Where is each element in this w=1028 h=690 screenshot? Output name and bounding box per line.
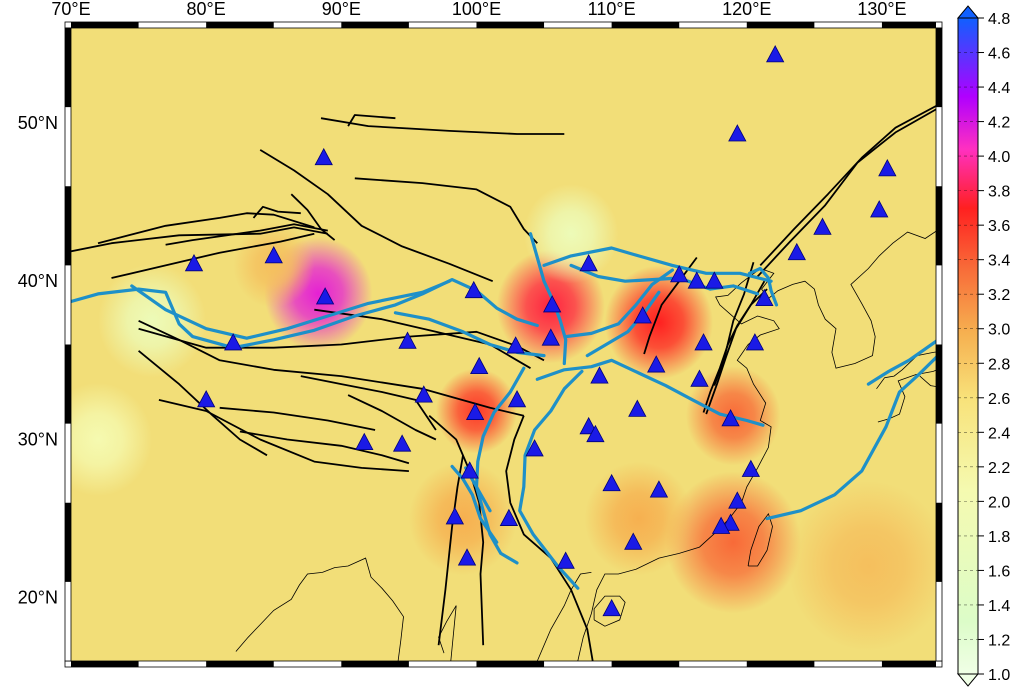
colorbar-bottom-arrow — [958, 674, 978, 686]
longitude-label: 120°E — [722, 0, 771, 19]
latitude-label: 20°N — [18, 588, 58, 608]
colorbar-label: 3.2 — [988, 287, 1010, 304]
colorbar-label: 4.0 — [988, 149, 1010, 166]
colorbar-label: 3.0 — [988, 322, 1010, 339]
frame-segment — [65, 503, 71, 582]
frame-segment — [747, 661, 815, 667]
frame-segment — [936, 345, 942, 424]
frame-segment — [612, 22, 680, 28]
colorbar-label: 3.4 — [988, 253, 1010, 270]
frame-segment — [476, 661, 544, 667]
latitude-label: 40°N — [18, 271, 58, 291]
colorbar-label: 3.6 — [988, 218, 1010, 235]
heat-hotspot — [524, 184, 619, 283]
frame-segment — [882, 22, 936, 28]
colorbar-label: 4.6 — [988, 46, 1010, 63]
heat-hotspot — [44, 383, 152, 497]
frame-segment — [612, 661, 680, 667]
frame-segment — [341, 22, 409, 28]
colorbar-label: 3.8 — [988, 184, 1010, 201]
frame-segment — [65, 345, 71, 424]
frame-segment — [341, 661, 409, 667]
colorbar-label: 2.0 — [988, 494, 1010, 511]
longitude-label: 90°E — [322, 0, 361, 19]
colorbar-label: 1.0 — [988, 667, 1010, 684]
frame-segment — [71, 22, 139, 28]
colorbar-label: 2.6 — [988, 391, 1010, 408]
colorbar-label: 2.8 — [988, 356, 1010, 373]
frame-segment — [936, 503, 942, 582]
frame-segment — [206, 22, 274, 28]
colorbar-label: 1.8 — [988, 529, 1010, 546]
longitude-label: 110°E — [588, 0, 636, 19]
latitude-label: 50°N — [18, 113, 58, 133]
frame-segment — [936, 186, 942, 265]
colorbar-label: 4.4 — [988, 80, 1010, 97]
heat-hotspot — [233, 223, 314, 308]
colorbar-ramp — [958, 18, 978, 674]
frame-segment — [936, 28, 942, 107]
frame-segment — [206, 661, 274, 667]
heat-hotspot — [585, 462, 693, 576]
latitude-label: 30°N — [18, 429, 58, 449]
longitude-label: 70°E — [51, 0, 90, 19]
colorbar-top-arrow — [958, 6, 978, 18]
longitude-label: 130°E — [857, 0, 906, 19]
frame-segment — [65, 28, 71, 107]
colorbar-label: 1.4 — [988, 598, 1010, 615]
colorbar-label: 2.2 — [988, 460, 1010, 477]
colorbar-label: 4.8 — [988, 11, 1010, 28]
frame-segment — [71, 661, 139, 667]
colorbar-label: 1.6 — [988, 563, 1010, 580]
frame-segment — [747, 22, 815, 28]
frame-segment — [65, 186, 71, 265]
colorbar: 4.8 4.6 4.4 4.2 4.0 3.8 3.6 3.4 3.2 3.0 2.8 2.6 2.4 2… — [958, 6, 1010, 686]
longitude-label: 100°E — [452, 0, 501, 19]
frame-segment — [882, 661, 936, 667]
colorbar-label: 1.2 — [988, 632, 1010, 649]
longitude-label: 80°E — [187, 0, 226, 19]
colorbar-label: 2.4 — [988, 425, 1010, 442]
frame-segment — [476, 22, 544, 28]
colorbar-label: 4.2 — [988, 115, 1010, 132]
